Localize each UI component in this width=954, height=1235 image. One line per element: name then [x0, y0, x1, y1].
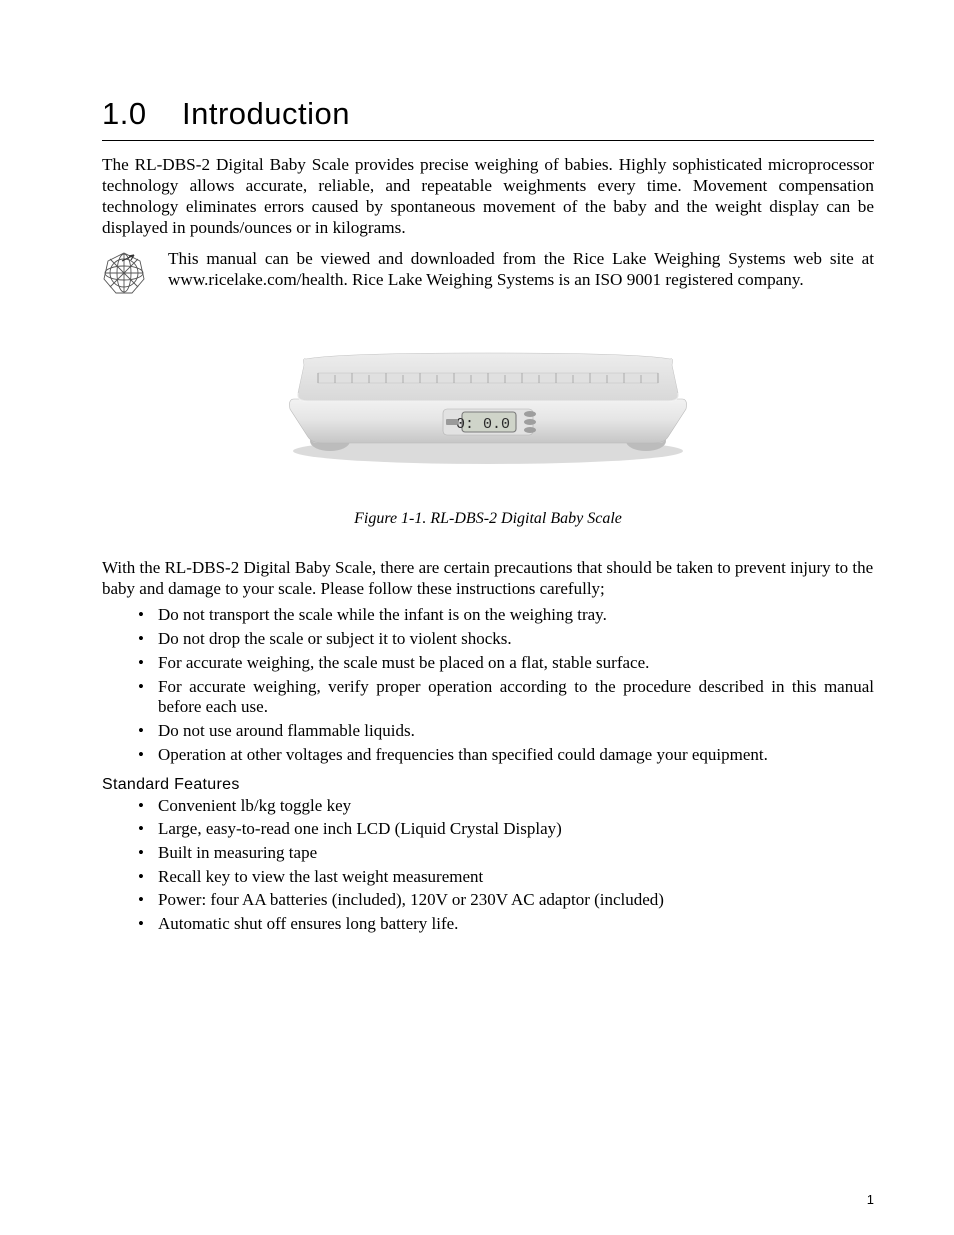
lcd-readout: 0: 0.0 — [456, 416, 510, 433]
page-number: 1 — [867, 1192, 874, 1207]
list-item: Do not use around flammable liquids. — [158, 721, 874, 742]
precautions-list: Do not transport the scale while the inf… — [102, 605, 874, 765]
list-item: For accurate weighing, verify proper ope… — [158, 677, 874, 718]
note-block: This manual can be viewed and downloaded… — [102, 249, 874, 295]
intro-paragraph: The RL-DBS-2 Digital Baby Scale provides… — [102, 155, 874, 239]
list-item: Do not drop the scale or subject it to v… — [158, 629, 874, 650]
section-title: Introduction — [182, 96, 350, 131]
list-item: For accurate weighing, the scale must be… — [158, 653, 874, 674]
list-item: Automatic shut off ensures long battery … — [158, 914, 874, 935]
section-number: 1.0 — [102, 96, 182, 132]
web-note-icon — [102, 251, 146, 295]
features-heading: Standard Features — [102, 776, 874, 794]
list-item: Do not transport the scale while the inf… — [158, 605, 874, 626]
document-page: 1.0Introduction The RL-DBS-2 Digital Bab… — [0, 0, 954, 1235]
list-item: Power: four AA batteries (included), 120… — [158, 890, 874, 911]
section-heading: 1.0Introduction — [102, 96, 874, 132]
precautions-intro: With the RL-DBS-2 Digital Baby Scale, th… — [102, 558, 874, 599]
heading-divider — [102, 140, 874, 141]
list-item: Recall key to view the last weight measu… — [158, 867, 874, 888]
features-list: Convenient lb/kg toggle key Large, easy-… — [102, 796, 874, 935]
list-item: Built in measuring tape — [158, 843, 874, 864]
list-item: Large, easy-to-read one inch LCD (Liquid… — [158, 819, 874, 840]
list-item: Convenient lb/kg toggle key — [158, 796, 874, 817]
note-text: This manual can be viewed and downloaded… — [168, 249, 874, 291]
figure-block: 0: 0.0 Figure 1-1. RL-DBS-2 Digital Baby… — [102, 329, 874, 528]
product-illustration: 0: 0.0 — [278, 329, 698, 474]
figure-caption: Figure 1-1. RL-DBS-2 Digital Baby Scale — [102, 510, 874, 528]
list-item: Operation at other voltages and frequenc… — [158, 745, 874, 766]
